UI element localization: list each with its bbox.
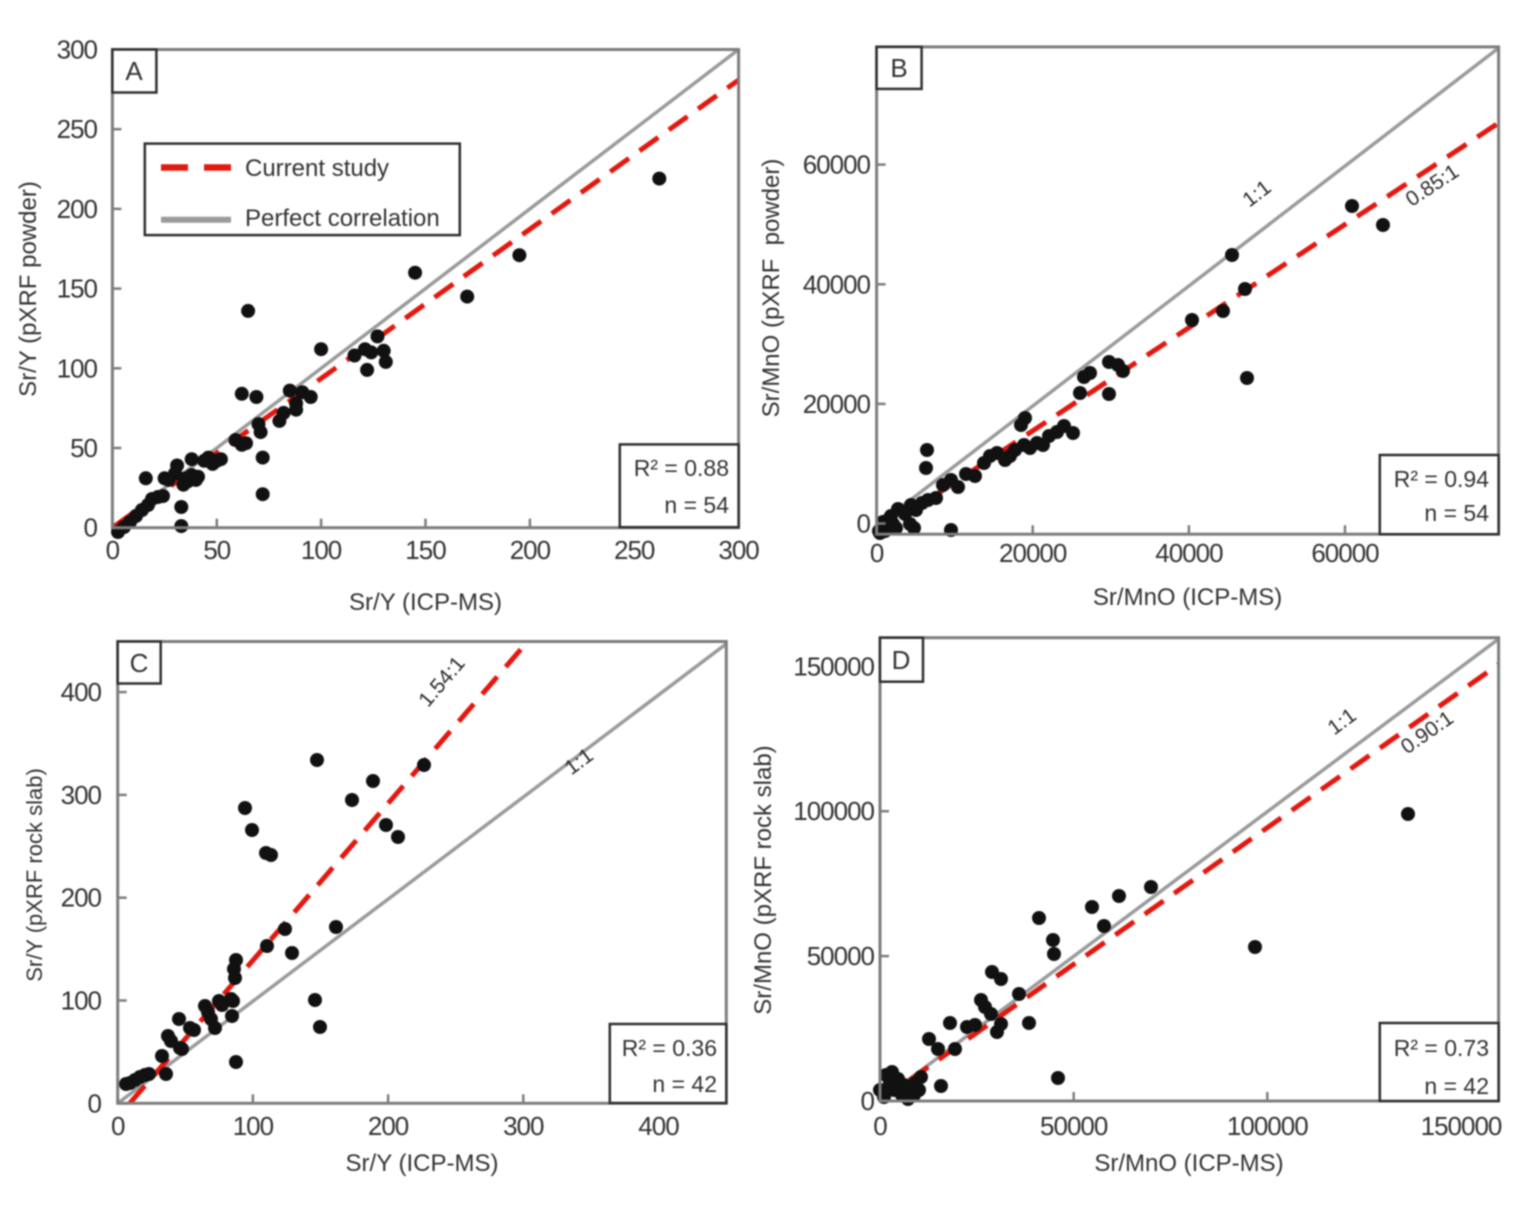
svg-text:0: 0 (870, 538, 884, 568)
svg-text:20000: 20000 (999, 538, 1067, 568)
svg-text:400: 400 (61, 677, 102, 707)
svg-text:0: 0 (106, 535, 120, 565)
svg-text:0: 0 (84, 513, 98, 543)
svg-text:50000: 50000 (807, 941, 875, 971)
svg-text:200: 200 (61, 883, 102, 913)
svg-text:n = 42: n = 42 (652, 1071, 717, 1097)
svg-text:100: 100 (233, 1111, 274, 1141)
svg-text:n = 42: n = 42 (1424, 1073, 1489, 1099)
svg-text:300: 300 (61, 780, 102, 810)
svg-text:D: D (892, 645, 911, 675)
svg-text:50: 50 (70, 433, 97, 463)
svg-text:R² = 0.36: R² = 0.36 (622, 1035, 717, 1061)
svg-text:150: 150 (57, 274, 98, 304)
svg-text:150000: 150000 (793, 651, 874, 681)
svg-text:Perfect correlation: Perfect correlation (245, 205, 440, 232)
svg-text:150: 150 (405, 535, 446, 565)
svg-text:50000: 50000 (1040, 1111, 1108, 1141)
svg-text:200: 200 (57, 194, 98, 224)
svg-text:R² = 0.73: R² = 0.73 (1394, 1035, 1489, 1061)
svg-text:20000: 20000 (803, 389, 871, 419)
svg-text:100000: 100000 (1227, 1111, 1308, 1141)
svg-text:Sr/MnO (pXRF powder): Sr/MnO (pXRF powder) (758, 159, 785, 418)
svg-text:100: 100 (61, 986, 102, 1016)
svg-text:Sr/Y (ICP-MS): Sr/Y (ICP-MS) (349, 589, 502, 616)
svg-text:100000: 100000 (793, 796, 874, 826)
svg-text:100: 100 (301, 535, 342, 565)
svg-text:Sr/Y (pXRF powder): Sr/Y (pXRF powder) (15, 181, 42, 397)
svg-text:0: 0 (857, 509, 871, 539)
svg-text:300: 300 (718, 535, 759, 565)
svg-text:n = 54: n = 54 (1424, 500, 1489, 526)
svg-text:400: 400 (638, 1111, 679, 1141)
svg-text:B: B (890, 53, 907, 83)
svg-text:150000: 150000 (1421, 1111, 1502, 1141)
svg-text:100: 100 (57, 353, 98, 383)
svg-text:40000: 40000 (1155, 538, 1223, 568)
svg-text:300: 300 (503, 1111, 544, 1141)
svg-text:60000: 60000 (1311, 538, 1379, 568)
svg-text:Current study: Current study (245, 155, 389, 182)
svg-text:Sr/Y (pXRF rock slab): Sr/Y (pXRF rock slab) (22, 768, 47, 982)
svg-text:40000: 40000 (803, 269, 871, 299)
svg-text:60000: 60000 (803, 150, 871, 180)
svg-text:n = 54: n = 54 (664, 492, 729, 518)
svg-text:R² = 0.88: R² = 0.88 (634, 455, 729, 481)
svg-text:R² = 0.94: R² = 0.94 (1394, 466, 1489, 492)
svg-text:C: C (130, 648, 149, 678)
svg-text:Sr/Y (ICP-MS): Sr/Y (ICP-MS) (346, 1150, 499, 1177)
svg-text:A: A (125, 56, 143, 86)
svg-text:Sr/MnO (ICP-MS): Sr/MnO (ICP-MS) (1093, 584, 1282, 611)
svg-text:Sr/MnO (ICP-MS): Sr/MnO (ICP-MS) (1094, 1150, 1283, 1177)
svg-text:200: 200 (368, 1111, 409, 1141)
svg-text:300: 300 (57, 35, 98, 65)
svg-text:0: 0 (111, 1111, 125, 1141)
svg-text:50: 50 (203, 535, 230, 565)
svg-text:200: 200 (510, 535, 551, 565)
svg-text:0: 0 (861, 1086, 875, 1116)
svg-text:Sr/MnO (pXRF rock slab): Sr/MnO (pXRF rock slab) (750, 745, 777, 1014)
svg-text:250: 250 (614, 535, 655, 565)
svg-text:0: 0 (88, 1088, 102, 1118)
svg-text:0: 0 (873, 1111, 887, 1141)
svg-text:250: 250 (57, 114, 98, 144)
